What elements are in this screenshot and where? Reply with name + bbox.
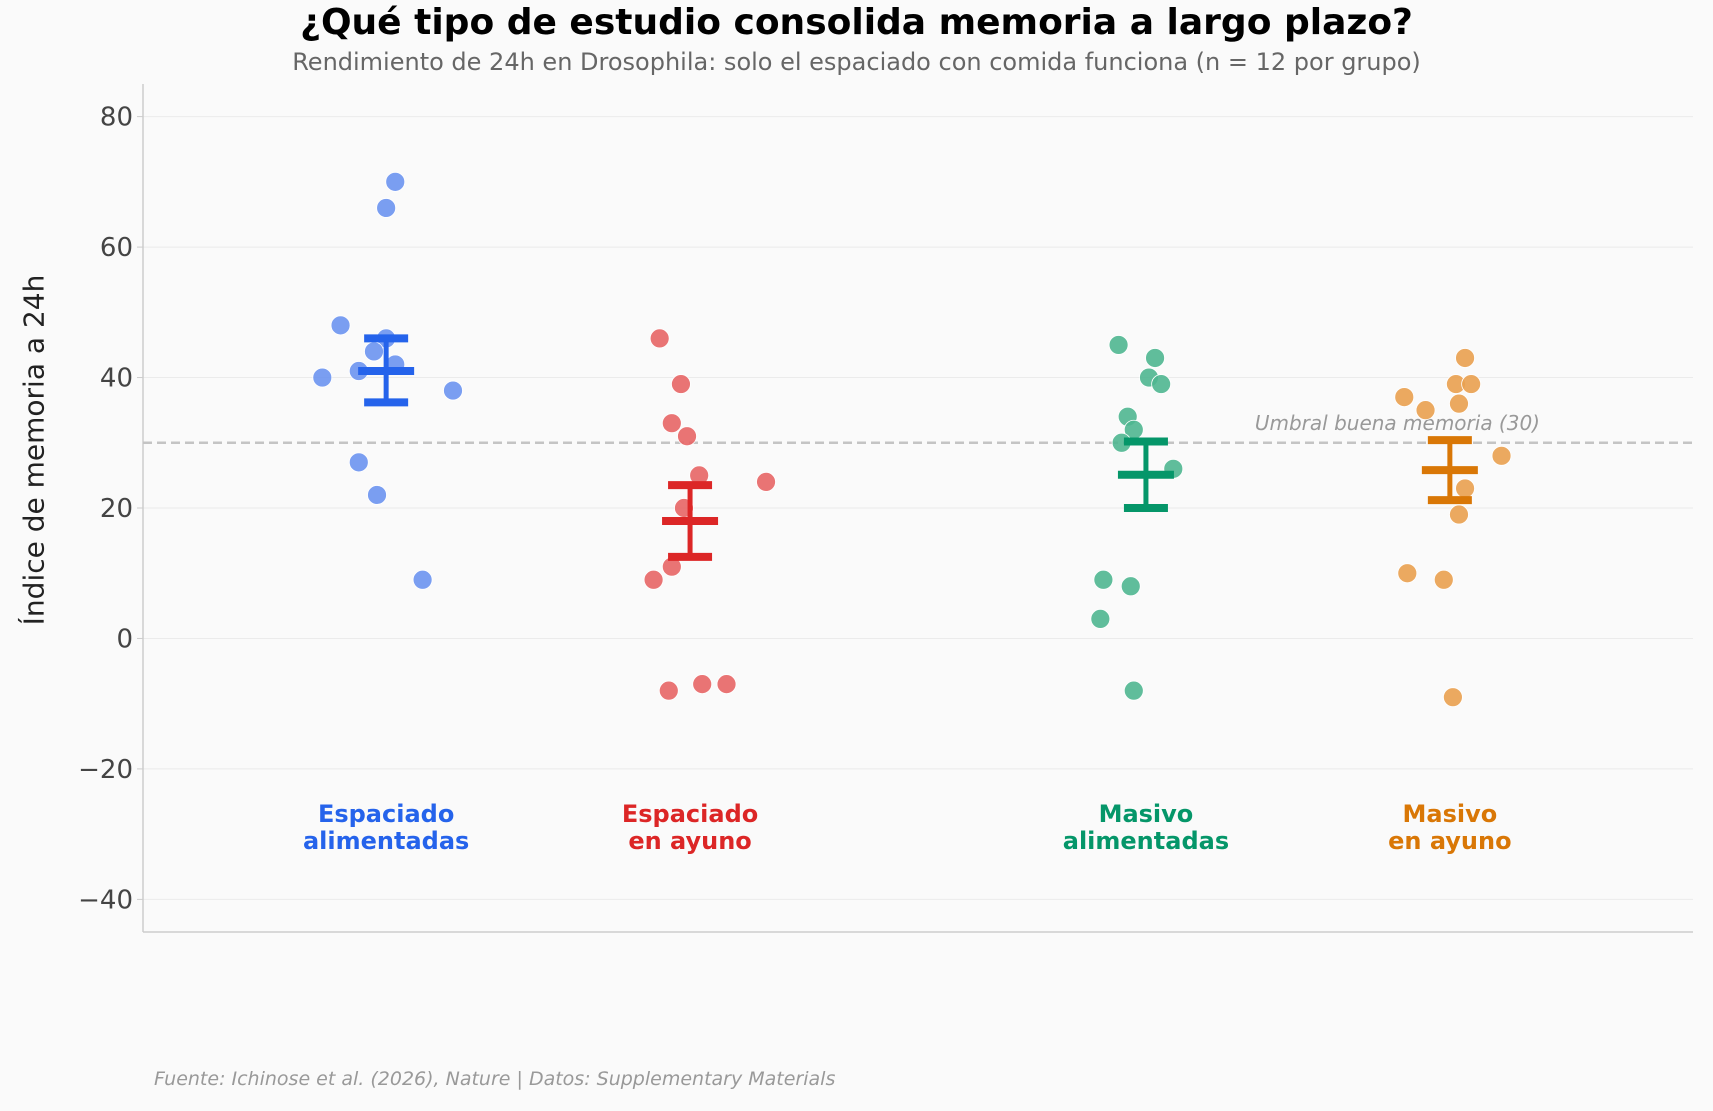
data-point bbox=[649, 328, 670, 349]
data-point bbox=[367, 485, 387, 505]
data-point bbox=[658, 680, 679, 701]
group-label: alimentadas bbox=[303, 827, 469, 855]
threshold-label: Umbral buena memoria (30) bbox=[1255, 411, 1540, 435]
data-point bbox=[661, 413, 682, 434]
y-tick-label: 0 bbox=[116, 624, 133, 654]
data-point bbox=[677, 426, 697, 447]
y-tick-label: −40 bbox=[78, 885, 133, 915]
chart-title: ¿Qué tipo de estudio consolida memoria a… bbox=[300, 2, 1413, 43]
source-note: Fuente: Ichinose et al. (2026), Nature |… bbox=[154, 1068, 836, 1090]
data-point bbox=[312, 367, 333, 388]
data-point bbox=[330, 315, 351, 336]
data-point bbox=[1145, 348, 1165, 368]
group-label: Masivo bbox=[1099, 800, 1194, 828]
data-point bbox=[385, 171, 406, 192]
data-point bbox=[671, 374, 691, 394]
data-point bbox=[1455, 348, 1475, 368]
data-point bbox=[443, 380, 463, 401]
group-label: Espaciado bbox=[622, 800, 758, 828]
group-label: Masivo bbox=[1402, 800, 1497, 828]
data-point bbox=[692, 674, 713, 695]
group-label: en ayuno bbox=[628, 827, 751, 855]
data-point bbox=[1461, 374, 1482, 394]
data-point bbox=[1151, 374, 1172, 394]
data-point bbox=[376, 198, 397, 218]
data-point bbox=[1120, 576, 1141, 597]
y-axis-label: Índice de memoria a 24h bbox=[17, 274, 51, 626]
group-label: alimentadas bbox=[1063, 827, 1229, 855]
y-tick-label: 20 bbox=[100, 494, 133, 524]
data-point bbox=[1397, 563, 1418, 584]
y-tick-label: 40 bbox=[100, 364, 133, 394]
data-point bbox=[716, 674, 737, 695]
data-point bbox=[1433, 569, 1454, 590]
chart-subtitle: Rendimiento de 24h en Drosophila: solo e… bbox=[292, 48, 1421, 76]
y-tick-label: −20 bbox=[78, 755, 133, 785]
group-label: en ayuno bbox=[1388, 827, 1511, 855]
data-point bbox=[643, 569, 664, 590]
data-point bbox=[1449, 504, 1469, 525]
y-tick-label: 80 bbox=[100, 103, 133, 133]
data-point bbox=[1090, 608, 1111, 629]
data-point bbox=[348, 452, 369, 473]
data-point bbox=[1108, 335, 1129, 355]
data-point bbox=[1415, 400, 1436, 421]
data-point bbox=[364, 341, 384, 362]
data-point bbox=[1491, 445, 1512, 466]
data-point bbox=[1443, 687, 1463, 708]
data-point bbox=[1093, 569, 1114, 590]
group-label: Espaciado bbox=[318, 800, 454, 828]
y-tick-label: 60 bbox=[100, 233, 133, 263]
data-point bbox=[1455, 478, 1475, 499]
data-point bbox=[412, 569, 433, 590]
data-point bbox=[1123, 680, 1144, 701]
data-point bbox=[756, 472, 776, 492]
data-point bbox=[1449, 393, 1469, 414]
data-point bbox=[1394, 387, 1415, 408]
